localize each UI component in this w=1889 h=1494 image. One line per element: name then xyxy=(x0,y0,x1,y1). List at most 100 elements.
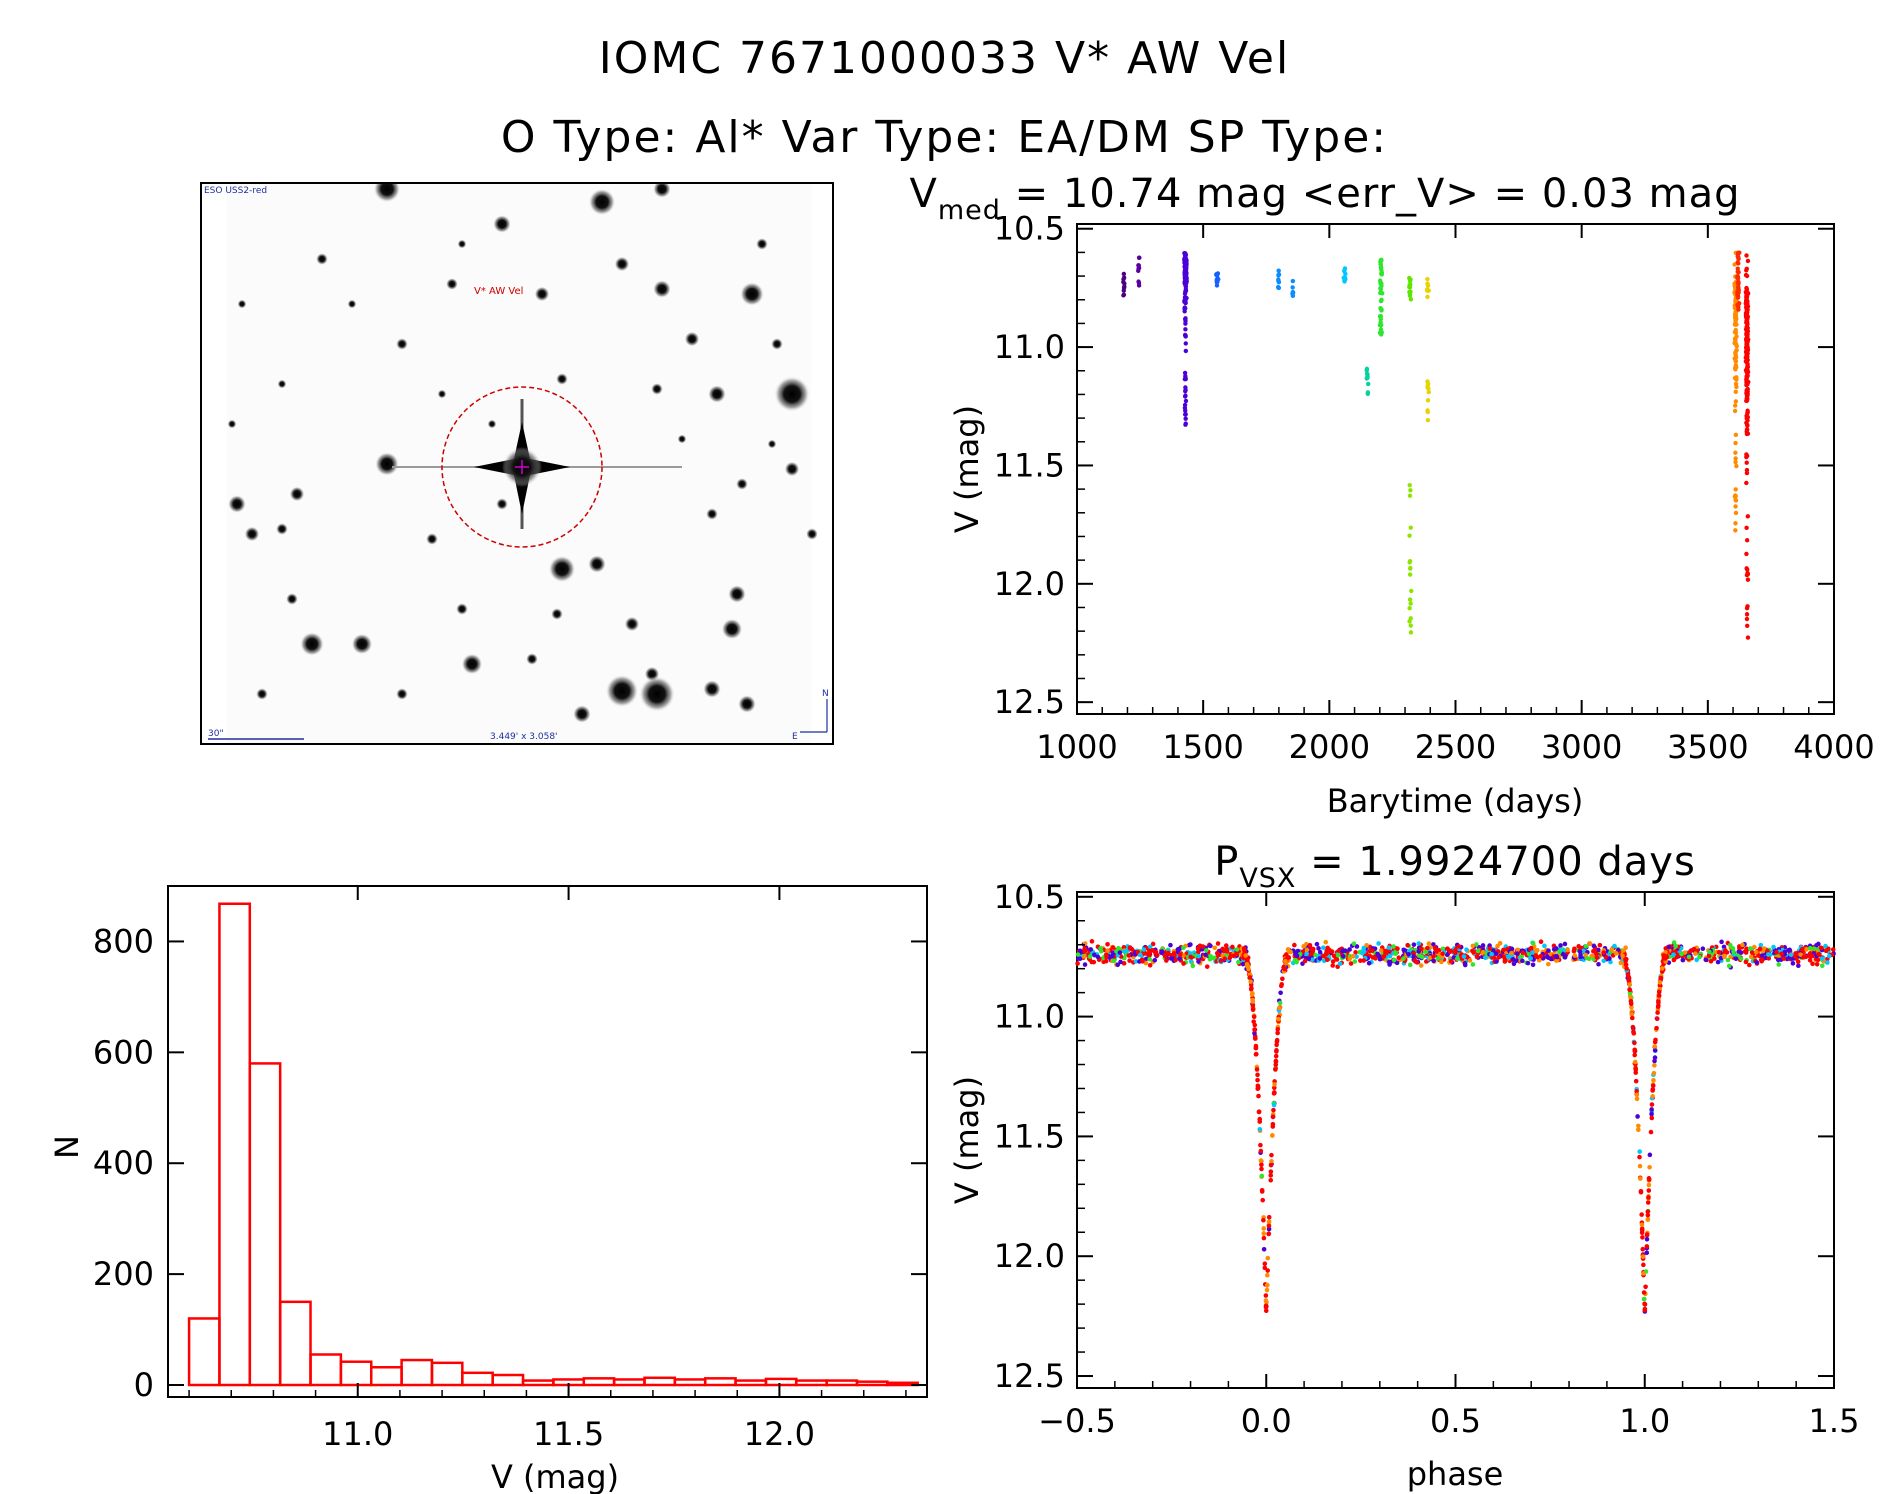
phased-point xyxy=(1506,954,1511,960)
lightcurve-point xyxy=(1733,399,1739,404)
phased-point xyxy=(1759,958,1764,964)
phased-point xyxy=(1121,961,1127,966)
lightcurve-point xyxy=(1182,256,1188,262)
phased-point xyxy=(1706,953,1712,959)
phased-point xyxy=(1252,1030,1257,1036)
phased-point xyxy=(1352,959,1358,964)
phased-point xyxy=(1361,945,1367,951)
lightcurve-point xyxy=(1733,528,1738,533)
lightcurve-point xyxy=(1744,538,1750,543)
sky-image-canvas: ESO USS2-red V* AW Vel 30" 3.449' x 3.05… xyxy=(202,184,832,743)
phased-point xyxy=(1088,947,1093,952)
histogram-bar xyxy=(278,1300,312,1387)
phased-point xyxy=(1416,949,1422,954)
phased-point xyxy=(1258,1142,1263,1148)
lightcurve-point xyxy=(1745,414,1751,420)
y-tick-label: 12.5 xyxy=(994,1357,1065,1395)
lightcurve-point xyxy=(1425,381,1431,387)
phased-point xyxy=(1811,946,1817,952)
phased-point xyxy=(1316,946,1321,951)
y-tick-label: 600 xyxy=(93,1033,154,1071)
phased-point xyxy=(1644,1250,1650,1256)
y-tick-label: 12.0 xyxy=(994,1237,1065,1275)
phased-point xyxy=(1810,961,1815,967)
phased-point xyxy=(1632,1040,1637,1046)
phased-point xyxy=(1630,1015,1635,1021)
lightcurve-point xyxy=(1137,255,1142,260)
phased-point xyxy=(1394,960,1400,966)
histogram-xlabel: V (mag) xyxy=(491,1458,619,1494)
phased-point xyxy=(1401,956,1406,961)
lightcurve-point xyxy=(1745,514,1751,519)
phased-point xyxy=(1177,956,1182,961)
phased-point xyxy=(1434,948,1439,954)
phased-point xyxy=(1250,1007,1256,1013)
phased-point xyxy=(1256,1093,1261,1099)
phased-point xyxy=(1282,966,1287,972)
phased-point xyxy=(1815,957,1821,963)
phased-point xyxy=(1431,954,1436,959)
lightcurve-point xyxy=(1290,278,1296,284)
lightcurve-point xyxy=(1744,525,1749,531)
lightcurve-point xyxy=(1745,577,1751,582)
phased-point xyxy=(1105,948,1110,953)
phased-point xyxy=(1133,959,1139,964)
lightcurve-point xyxy=(1378,316,1383,322)
phased-point xyxy=(1325,957,1330,963)
sky-star xyxy=(708,385,726,403)
phased-point xyxy=(1220,946,1225,952)
phased-point xyxy=(1230,944,1235,950)
sky-star xyxy=(721,618,743,640)
lightcurve-point xyxy=(1744,332,1749,337)
phased-point xyxy=(1138,952,1143,958)
target-star xyxy=(392,399,682,529)
phased-point xyxy=(1361,958,1367,963)
phased-point xyxy=(1788,952,1794,958)
phased-point xyxy=(1270,1121,1276,1127)
phased-point xyxy=(1635,1114,1640,1119)
phased-point xyxy=(1309,951,1314,957)
histogram-bar xyxy=(703,1377,737,1387)
lightcurve-point xyxy=(1745,329,1751,334)
phased-point xyxy=(1089,939,1095,944)
lightcurve-point xyxy=(1365,381,1371,387)
phased-point xyxy=(1098,948,1104,954)
lightcurve-point xyxy=(1425,398,1431,403)
phased-point xyxy=(1260,1197,1266,1203)
phased-point xyxy=(1304,947,1310,953)
lightcurve-point xyxy=(1733,456,1738,461)
fov-label: 3.449' x 3.058' xyxy=(490,732,558,742)
phased-point xyxy=(1312,952,1318,958)
phased-point xyxy=(1562,941,1568,947)
phased-point xyxy=(1634,1092,1640,1098)
phased-point xyxy=(1639,1212,1644,1217)
sky-star xyxy=(228,495,246,513)
phased-point xyxy=(1530,962,1536,968)
histogram-bar xyxy=(491,1373,525,1387)
phased-point xyxy=(1265,1268,1270,1273)
phased-point xyxy=(1272,1082,1277,1087)
phased-point xyxy=(1203,952,1208,958)
phased-point xyxy=(1596,961,1601,967)
lightcurve-point xyxy=(1276,285,1282,291)
phased-point xyxy=(1823,943,1828,949)
phased-point xyxy=(1249,986,1254,991)
sky-star xyxy=(256,688,268,700)
phased-point xyxy=(1360,950,1365,956)
sky-star xyxy=(639,676,675,712)
lightcurve-point xyxy=(1216,276,1221,282)
phased-point xyxy=(1407,962,1413,968)
lightcurve-point xyxy=(1425,276,1430,282)
y-tick-label: 0 xyxy=(134,1366,154,1404)
phased-point xyxy=(1578,952,1583,958)
phased-point xyxy=(1383,949,1389,955)
phased-point xyxy=(1646,1195,1651,1200)
histogram-bar xyxy=(582,1377,616,1387)
phased-point xyxy=(1117,950,1123,955)
phased-point xyxy=(1268,1177,1274,1183)
phased-point xyxy=(1475,948,1481,954)
phased-point xyxy=(1401,947,1407,953)
phased-point xyxy=(1177,952,1183,957)
histogram-bar xyxy=(369,1366,403,1387)
phased-point xyxy=(1738,950,1744,955)
